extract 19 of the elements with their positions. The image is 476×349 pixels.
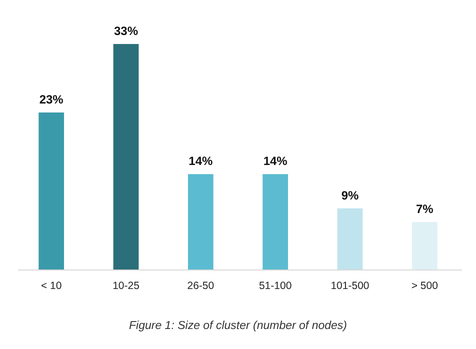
x-tick-label: 51-100 (258, 280, 292, 292)
x-tick-label: 26-50 (187, 280, 214, 292)
data-label: 23% (39, 92, 64, 106)
data-label: 7% (416, 202, 434, 216)
data-label: 9% (341, 188, 359, 202)
bar (412, 222, 438, 270)
bar (38, 112, 64, 270)
bar (337, 208, 363, 270)
x-tick-label: 101-500 (330, 280, 370, 292)
data-label: 14% (188, 154, 213, 168)
bar (188, 174, 214, 270)
bar (113, 44, 139, 270)
x-tick-label: > 500 (411, 280, 438, 292)
caption: Figure 1: Size of cluster (number of nodes) (129, 320, 348, 332)
data-label: 14% (263, 154, 288, 168)
x-tick-label: 10-25 (112, 280, 140, 292)
bar (262, 174, 288, 270)
x-tick-label: < 10 (40, 280, 62, 292)
data-label: 33% (114, 24, 138, 38)
